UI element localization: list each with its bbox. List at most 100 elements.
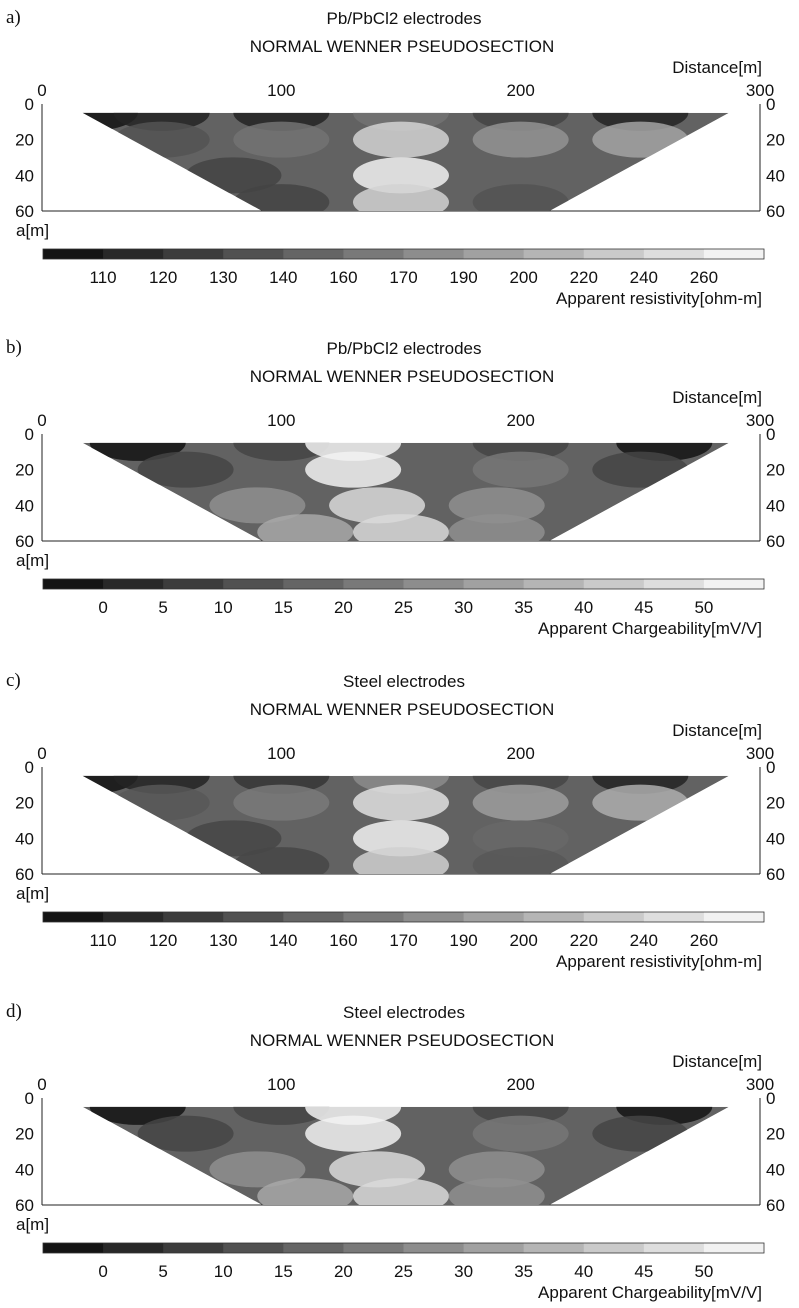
y-tick-label: 20 — [15, 131, 34, 150]
colorbar-tick-label: 120 — [149, 268, 177, 287]
heatmap-cell — [305, 451, 402, 488]
section-cells — [82, 112, 729, 211]
colorbar-tick-label: 50 — [694, 1262, 713, 1281]
colorbar-tick-label: 220 — [570, 931, 598, 950]
y-axis-label: a[m] — [16, 1215, 49, 1234]
heatmap-cell — [89, 1106, 186, 1125]
x-tick-label: 0 — [37, 411, 46, 430]
colorbar-tick-label: 45 — [634, 1262, 653, 1281]
y-tick-label: 20 — [15, 461, 34, 480]
colorbar-swatch — [403, 249, 465, 259]
x-tick-label: 300 — [746, 1075, 774, 1094]
colorbar-swatch — [223, 579, 284, 589]
x-tick-label: 100 — [267, 81, 295, 100]
colorbar-tick-label: 140 — [269, 931, 297, 950]
y-tick-label-right: 60 — [766, 202, 785, 221]
colorbar-swatch — [523, 249, 585, 259]
colorbar-tick-label: 170 — [389, 268, 417, 287]
heatmap-cell — [137, 451, 234, 488]
heatmap-cell — [592, 451, 689, 488]
heatmap-cell — [472, 1106, 569, 1125]
colorbar-tick-label: 10 — [214, 1262, 233, 1281]
x-tick-label: 200 — [506, 81, 534, 100]
colorbar-tick-label: 190 — [449, 268, 477, 287]
colorbar-tick-label: 220 — [570, 268, 598, 287]
heatmap-cell — [472, 442, 569, 461]
heatmap-cell — [233, 847, 330, 874]
colorbar-swatch — [163, 1243, 224, 1253]
heatmap-cell — [113, 775, 210, 794]
y-tick-label-right: 0 — [766, 758, 775, 777]
colorbar-swatch — [103, 1243, 164, 1253]
colorbar-frame — [42, 578, 765, 590]
colorbar-swatch — [343, 1243, 404, 1253]
chart-title: Pb/PbCl2 electrodes — [327, 339, 482, 358]
colorbar-tick-label: 140 — [269, 268, 297, 287]
heatmap-cell — [353, 847, 449, 874]
y-tick-label-right: 60 — [766, 532, 785, 551]
chart-panel: a) Pb/PbCl2 electrodes NORMAL WENNER PSEUD… — [6, 7, 785, 308]
heatmap-cell — [592, 784, 689, 821]
heatmap-cell — [353, 775, 449, 794]
heatmap-cell — [472, 121, 569, 158]
heatmap-cell — [113, 784, 210, 821]
y-tick-label-right: 20 — [766, 794, 785, 813]
colorbar-frame — [42, 1242, 765, 1254]
colorbar-label: Apparent resistivity[ohm-m] — [556, 952, 762, 971]
heatmap-cell — [233, 112, 330, 131]
heatmap-cell — [472, 112, 569, 131]
y-tick-label: 60 — [15, 202, 34, 221]
colorbar-tick-label: 160 — [329, 931, 357, 950]
colorbar-swatch — [223, 1243, 284, 1253]
heatmap-cell — [137, 1115, 234, 1152]
colorbar-frame — [42, 248, 765, 260]
colorbar-tick-label: 30 — [454, 598, 473, 617]
y-axis-label: a[m] — [16, 221, 49, 240]
y-tick-label-right: 60 — [766, 1196, 785, 1215]
colorbar-swatch — [583, 912, 645, 922]
section-cells — [82, 1106, 729, 1205]
colorbar-tick-label: 25 — [394, 598, 413, 617]
chart-title: Steel electrodes — [343, 672, 465, 691]
colorbar-tick-label: 45 — [634, 598, 653, 617]
y-tick-label: 20 — [15, 794, 34, 813]
heatmap-cell — [472, 820, 569, 857]
y-tick-label-right: 40 — [766, 166, 785, 185]
colorbar-swatch — [463, 249, 525, 259]
x-tick-label: 300 — [746, 81, 774, 100]
colorbar-swatch — [703, 249, 765, 259]
heatmap-cell — [353, 784, 449, 821]
colorbar-tick-label: 260 — [690, 931, 718, 950]
x-tick-label: 200 — [506, 744, 534, 763]
heatmap-cell — [233, 1106, 330, 1125]
colorbar-swatch — [43, 249, 104, 259]
colorbar-swatch — [283, 1243, 344, 1253]
colorbar-swatch — [523, 579, 585, 589]
colorbar-frame — [42, 911, 765, 923]
colorbar-swatch — [163, 579, 224, 589]
heatmap-cell — [472, 451, 569, 488]
colorbar-tick-label: 15 — [274, 1262, 293, 1281]
colorbar-swatch — [103, 912, 164, 922]
x-tick-label: 300 — [746, 411, 774, 430]
colorbar-tick-label: 170 — [389, 931, 417, 950]
colorbar-tick-label: 240 — [630, 931, 658, 950]
heatmap-cell — [472, 847, 569, 874]
colorbar-label: Apparent resistivity[ohm-m] — [556, 289, 762, 308]
heatmap-cell — [353, 157, 449, 194]
heatmap-cell — [592, 775, 689, 794]
y-axis-label: a[m] — [16, 884, 49, 903]
y-tick-label: 0 — [25, 1089, 34, 1108]
colorbar-swatch — [43, 579, 104, 589]
colorbar-tick-label: 120 — [149, 931, 177, 950]
colorbar-swatch — [643, 912, 705, 922]
colorbar-swatch — [163, 249, 224, 259]
section-cells — [82, 442, 729, 541]
colorbar-swatch — [103, 249, 164, 259]
colorbar-swatch — [163, 912, 224, 922]
colorbar-swatch — [523, 1243, 585, 1253]
colorbar-swatch — [463, 912, 525, 922]
x-tick-label: 200 — [506, 1075, 534, 1094]
x-tick-label: 100 — [267, 411, 295, 430]
heatmap-cell — [353, 514, 449, 541]
